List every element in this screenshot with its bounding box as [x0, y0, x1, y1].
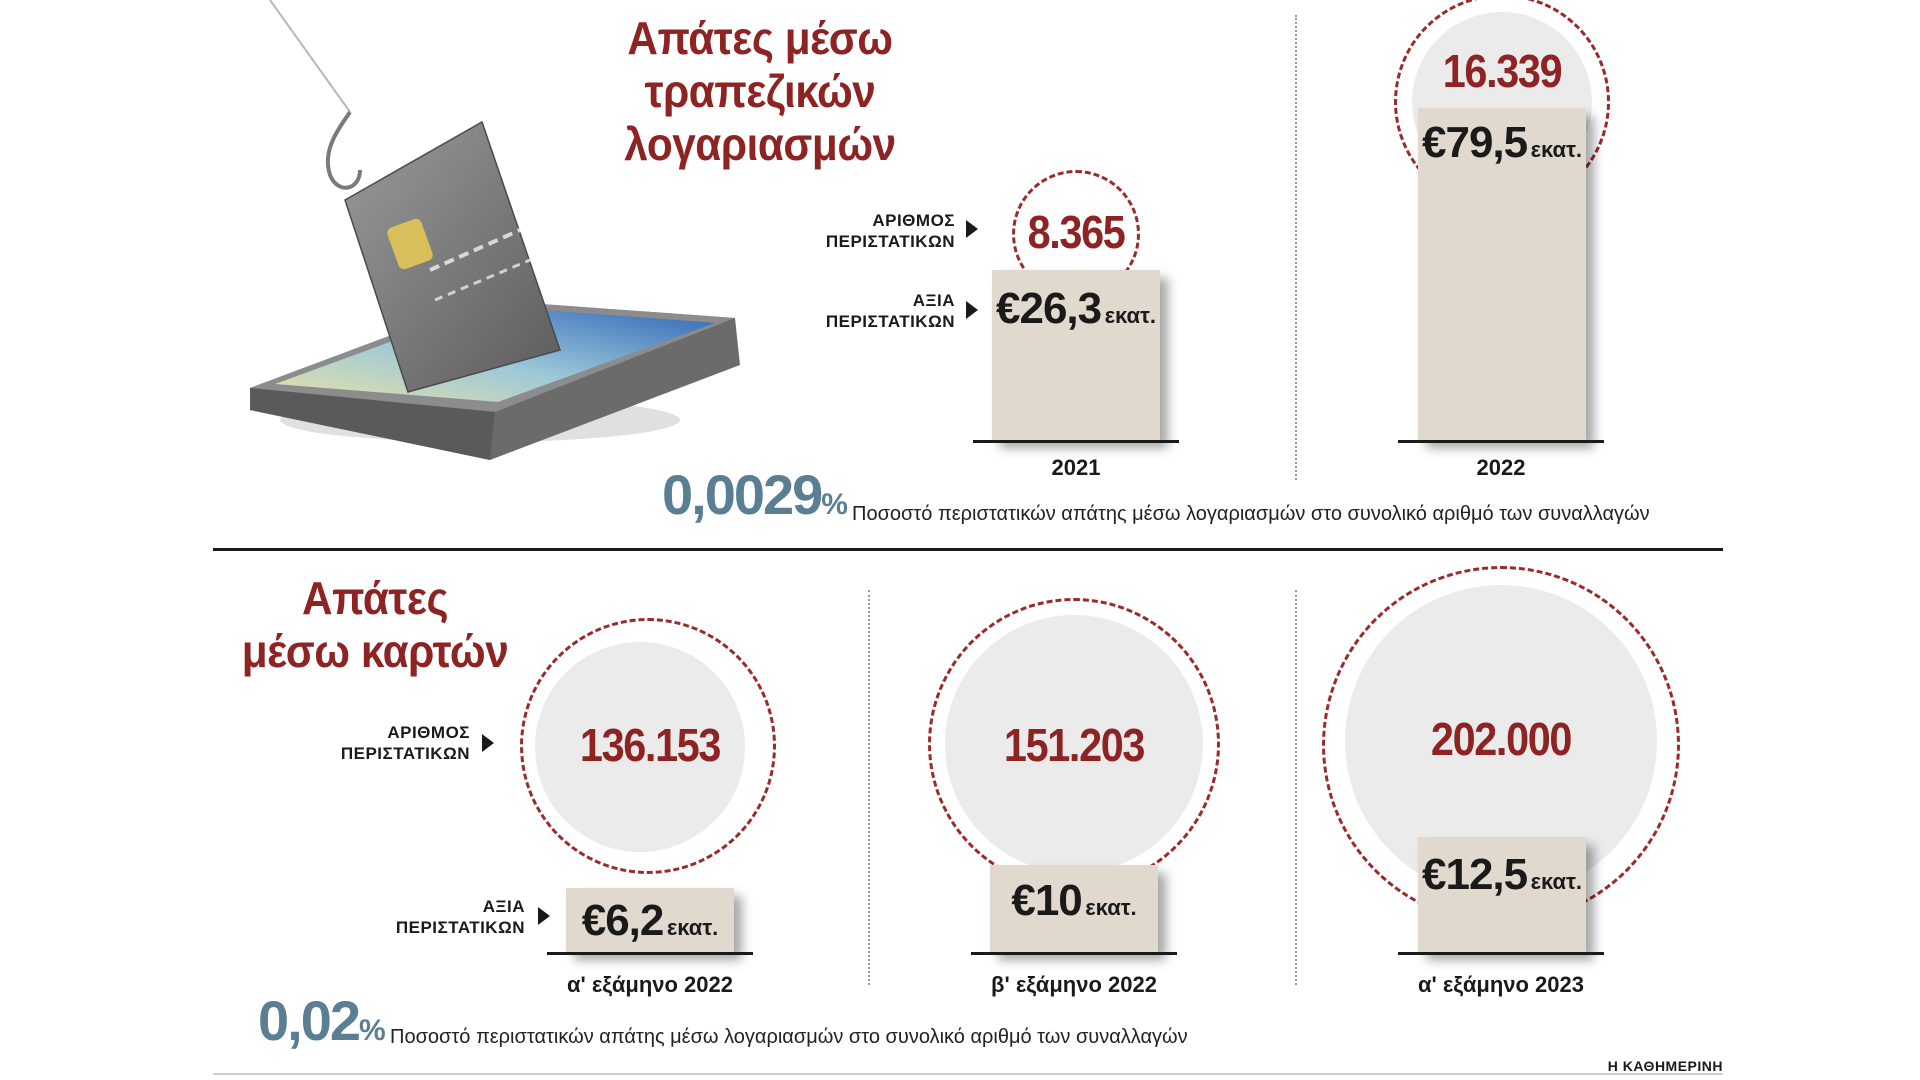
section-divider — [213, 548, 1723, 551]
top-value-label-line2: ΠΕΡΙΣΤΑΤΙΚΩΝ — [825, 312, 955, 332]
value-bar-2022 — [1418, 108, 1586, 440]
top-percentage: 0,0029% — [662, 462, 848, 527]
top-note: Ποσοστό περιστατικών απάτης μέσω λογαρια… — [852, 503, 1650, 525]
value-bar-h1-2023 — [1418, 837, 1586, 952]
top-count-label-line1: ΑΡΙΘΜΟΣ — [872, 211, 955, 230]
value-amount-2022: €79,5 — [1422, 118, 1528, 167]
bottom-count-arrow-icon — [482, 734, 494, 752]
baseline-h1-2022 — [547, 952, 753, 955]
value-bar-h2-2022 — [990, 865, 1158, 952]
top-percentage-value: 0,0029 — [662, 463, 823, 526]
baseline-2022 — [1398, 440, 1604, 443]
top-title-line1: Απάτες μέσω — [627, 12, 893, 64]
top-count-label-line2: ΠΕΡΙΣΤΑΤΙΚΩΝ — [825, 232, 955, 252]
top-title: Απάτες μέσω τραπεζικών λογαριασμών — [521, 12, 999, 171]
period-label-2021: 2021 — [1051, 455, 1101, 480]
value-unit-2021: εκατ. — [1104, 303, 1156, 328]
bottom-value-label: ΑΞΙΑ ΠΕΡΙΣΤΑΤΙΚΩΝ — [350, 896, 525, 939]
period-label-2022: 2022 — [1476, 455, 1526, 480]
value-amount-h1-2023: €12,5 — [1422, 850, 1528, 899]
count-value-2021: 8.365 — [1027, 206, 1126, 258]
value-unit-h1-2022: εκατ. — [666, 915, 719, 940]
bottom-divider-1 — [868, 590, 870, 985]
top-value-arrow-icon — [966, 301, 978, 319]
phishing-card-illustration — [250, 0, 740, 460]
fishing-line-icon — [269, 0, 351, 113]
value-bar-2021 — [992, 270, 1160, 440]
bottom-note: Ποσοστό περιστατικών απάτης μέσω λογαρια… — [390, 1026, 1188, 1048]
value-amount-h1-2022: €6,2 — [581, 896, 665, 945]
bottom-percentage-symbol: % — [359, 1014, 386, 1047]
count-circle-h1-2022 — [520, 618, 776, 874]
value-unit-h1-2023: εκατ. — [1530, 869, 1582, 894]
value-bar-h1-2022 — [566, 888, 734, 952]
bottom-count-label-line1: ΑΡΙΘΜΟΣ — [387, 723, 470, 742]
value-label-h1-2023: €12,5 εκατ. — [1416, 850, 1588, 900]
footer-rule — [213, 1073, 1723, 1075]
top-divider — [1295, 15, 1297, 480]
top-count-label: ΑΡΙΘΜΟΣ ΠΕΡΙΣΤΑΤΙΚΩΝ — [780, 210, 955, 253]
value-label-2022: €79,5 εκατ. — [1416, 118, 1588, 168]
value-amount-2021: €26,3 — [996, 284, 1102, 333]
bottom-title-line2: μέσω καρτών — [241, 624, 509, 677]
bottom-percentage-value: 0,02 — [258, 989, 361, 1052]
value-unit-2022: εκατ. — [1530, 137, 1582, 162]
credit-card-icon — [344, 120, 561, 393]
bottom-divider-2 — [1295, 590, 1297, 985]
bottom-count-label: ΑΡΙΘΜΟΣ ΠΕΡΙΣΤΑΤΙΚΩΝ — [295, 722, 470, 765]
value-unit-h2-2022: εκατ. — [1085, 895, 1137, 920]
top-value-label: ΑΞΙΑ ΠΕΡΙΣΤΑΤΙΚΩΝ — [780, 290, 955, 333]
bottom-value-label-line2: ΠΕΡΙΣΤΑΤΙΚΩΝ — [395, 918, 525, 938]
baseline-h1-2023 — [1398, 952, 1604, 955]
top-percentage-symbol: % — [821, 488, 848, 521]
value-label-2021: €26,3 εκατ. — [990, 284, 1162, 334]
value-amount-h2-2022: €10 — [1011, 876, 1082, 925]
value-label-h2-2022: €10 εκατ. — [988, 876, 1160, 926]
period-label-h1-2022: α' εξάμηνο 2022 — [567, 972, 733, 997]
bottom-count-label-line2: ΠΕΡΙΣΤΑΤΙΚΩΝ — [340, 744, 470, 764]
bottom-value-arrow-icon — [538, 907, 550, 925]
count-value-h1-2022: 136.153 — [579, 719, 722, 771]
count-value-h2-2022: 151.203 — [1003, 719, 1146, 771]
count-value-2022: 16.339 — [1442, 45, 1563, 97]
count-value-h1-2023: 202.000 — [1430, 713, 1573, 765]
baseline-2021 — [973, 440, 1179, 443]
baseline-h2-2022 — [971, 952, 1177, 955]
fishing-hook-icon — [325, 110, 362, 190]
bottom-percentage: 0,02% — [258, 988, 386, 1053]
value-label-h1-2022: €6,2 εκατ. — [564, 896, 736, 946]
bottom-title: Απάτες μέσω καρτών — [232, 572, 517, 678]
period-label-h2-2022: β' εξάμηνο 2022 — [991, 972, 1157, 997]
bottom-title-line1: Απάτες — [301, 572, 449, 624]
period-label-h1-2023: α' εξάμηνο 2023 — [1418, 972, 1584, 997]
top-count-arrow-icon — [966, 220, 978, 238]
top-value-label-line1: ΑΞΙΑ — [912, 291, 955, 310]
top-title-line2: τραπεζικών λογαριασμών — [624, 64, 896, 170]
bottom-value-label-line1: ΑΞΙΑ — [482, 897, 525, 916]
publisher-credit: Η ΚΑΘΗΜΕΡΙΝΗ — [1607, 1058, 1723, 1074]
